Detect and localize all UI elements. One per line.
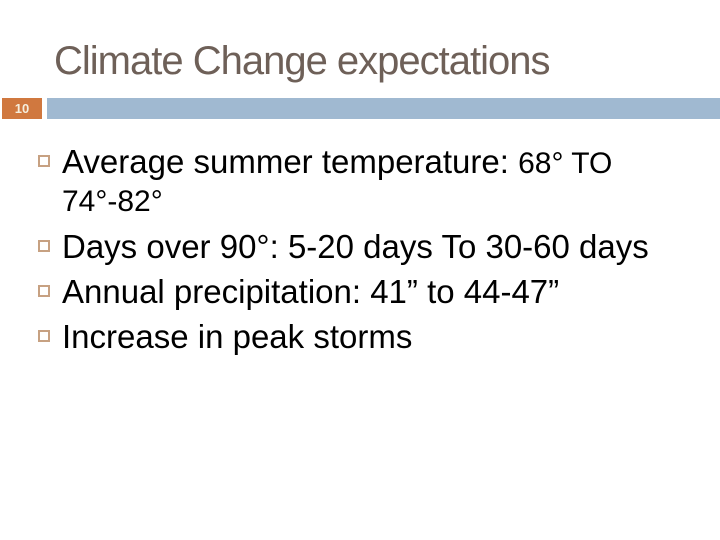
- bullet-square-icon: [38, 240, 50, 252]
- accent-bar: [47, 98, 720, 119]
- page-number-badge: 10: [2, 98, 42, 119]
- bullet-square-icon: [38, 330, 50, 342]
- bullet-segment: Days over 90°: 5-20 days To 30-60 days: [62, 228, 649, 265]
- bullet-text: Average summer temperature: 68° TO 74°-8…: [62, 144, 710, 220]
- bullet-segment: Average summer temperature:: [62, 143, 519, 180]
- bullet-item: Annual precipitation: 41” to 44-47”: [38, 274, 710, 310]
- slide-title: Climate Change expectations: [54, 39, 551, 83]
- bullet-item: Increase in peak storms: [38, 319, 710, 355]
- bullet-item: Average summer temperature: 68° TO 74°-8…: [38, 144, 710, 220]
- bullet-square-icon: [38, 155, 50, 167]
- bullet-text: Increase in peak storms: [62, 319, 710, 355]
- bullet-text: Days over 90°: 5-20 days To 30-60 days: [62, 229, 710, 265]
- bullet-item: Days over 90°: 5-20 days To 30-60 days: [38, 229, 710, 265]
- bullet-segment: 68° TO 74°-82°: [62, 147, 613, 218]
- page-number: 10: [14, 101, 30, 116]
- bullet-text: Annual precipitation: 41” to 44-47”: [62, 274, 710, 310]
- bullet-list: Average summer temperature: 68° TO 74°-8…: [38, 144, 710, 364]
- bullet-segment: Increase in peak storms: [62, 318, 413, 355]
- bullet-segment: Annual precipitation: 41” to 44-47”: [62, 273, 560, 310]
- bullet-square-icon: [38, 285, 50, 297]
